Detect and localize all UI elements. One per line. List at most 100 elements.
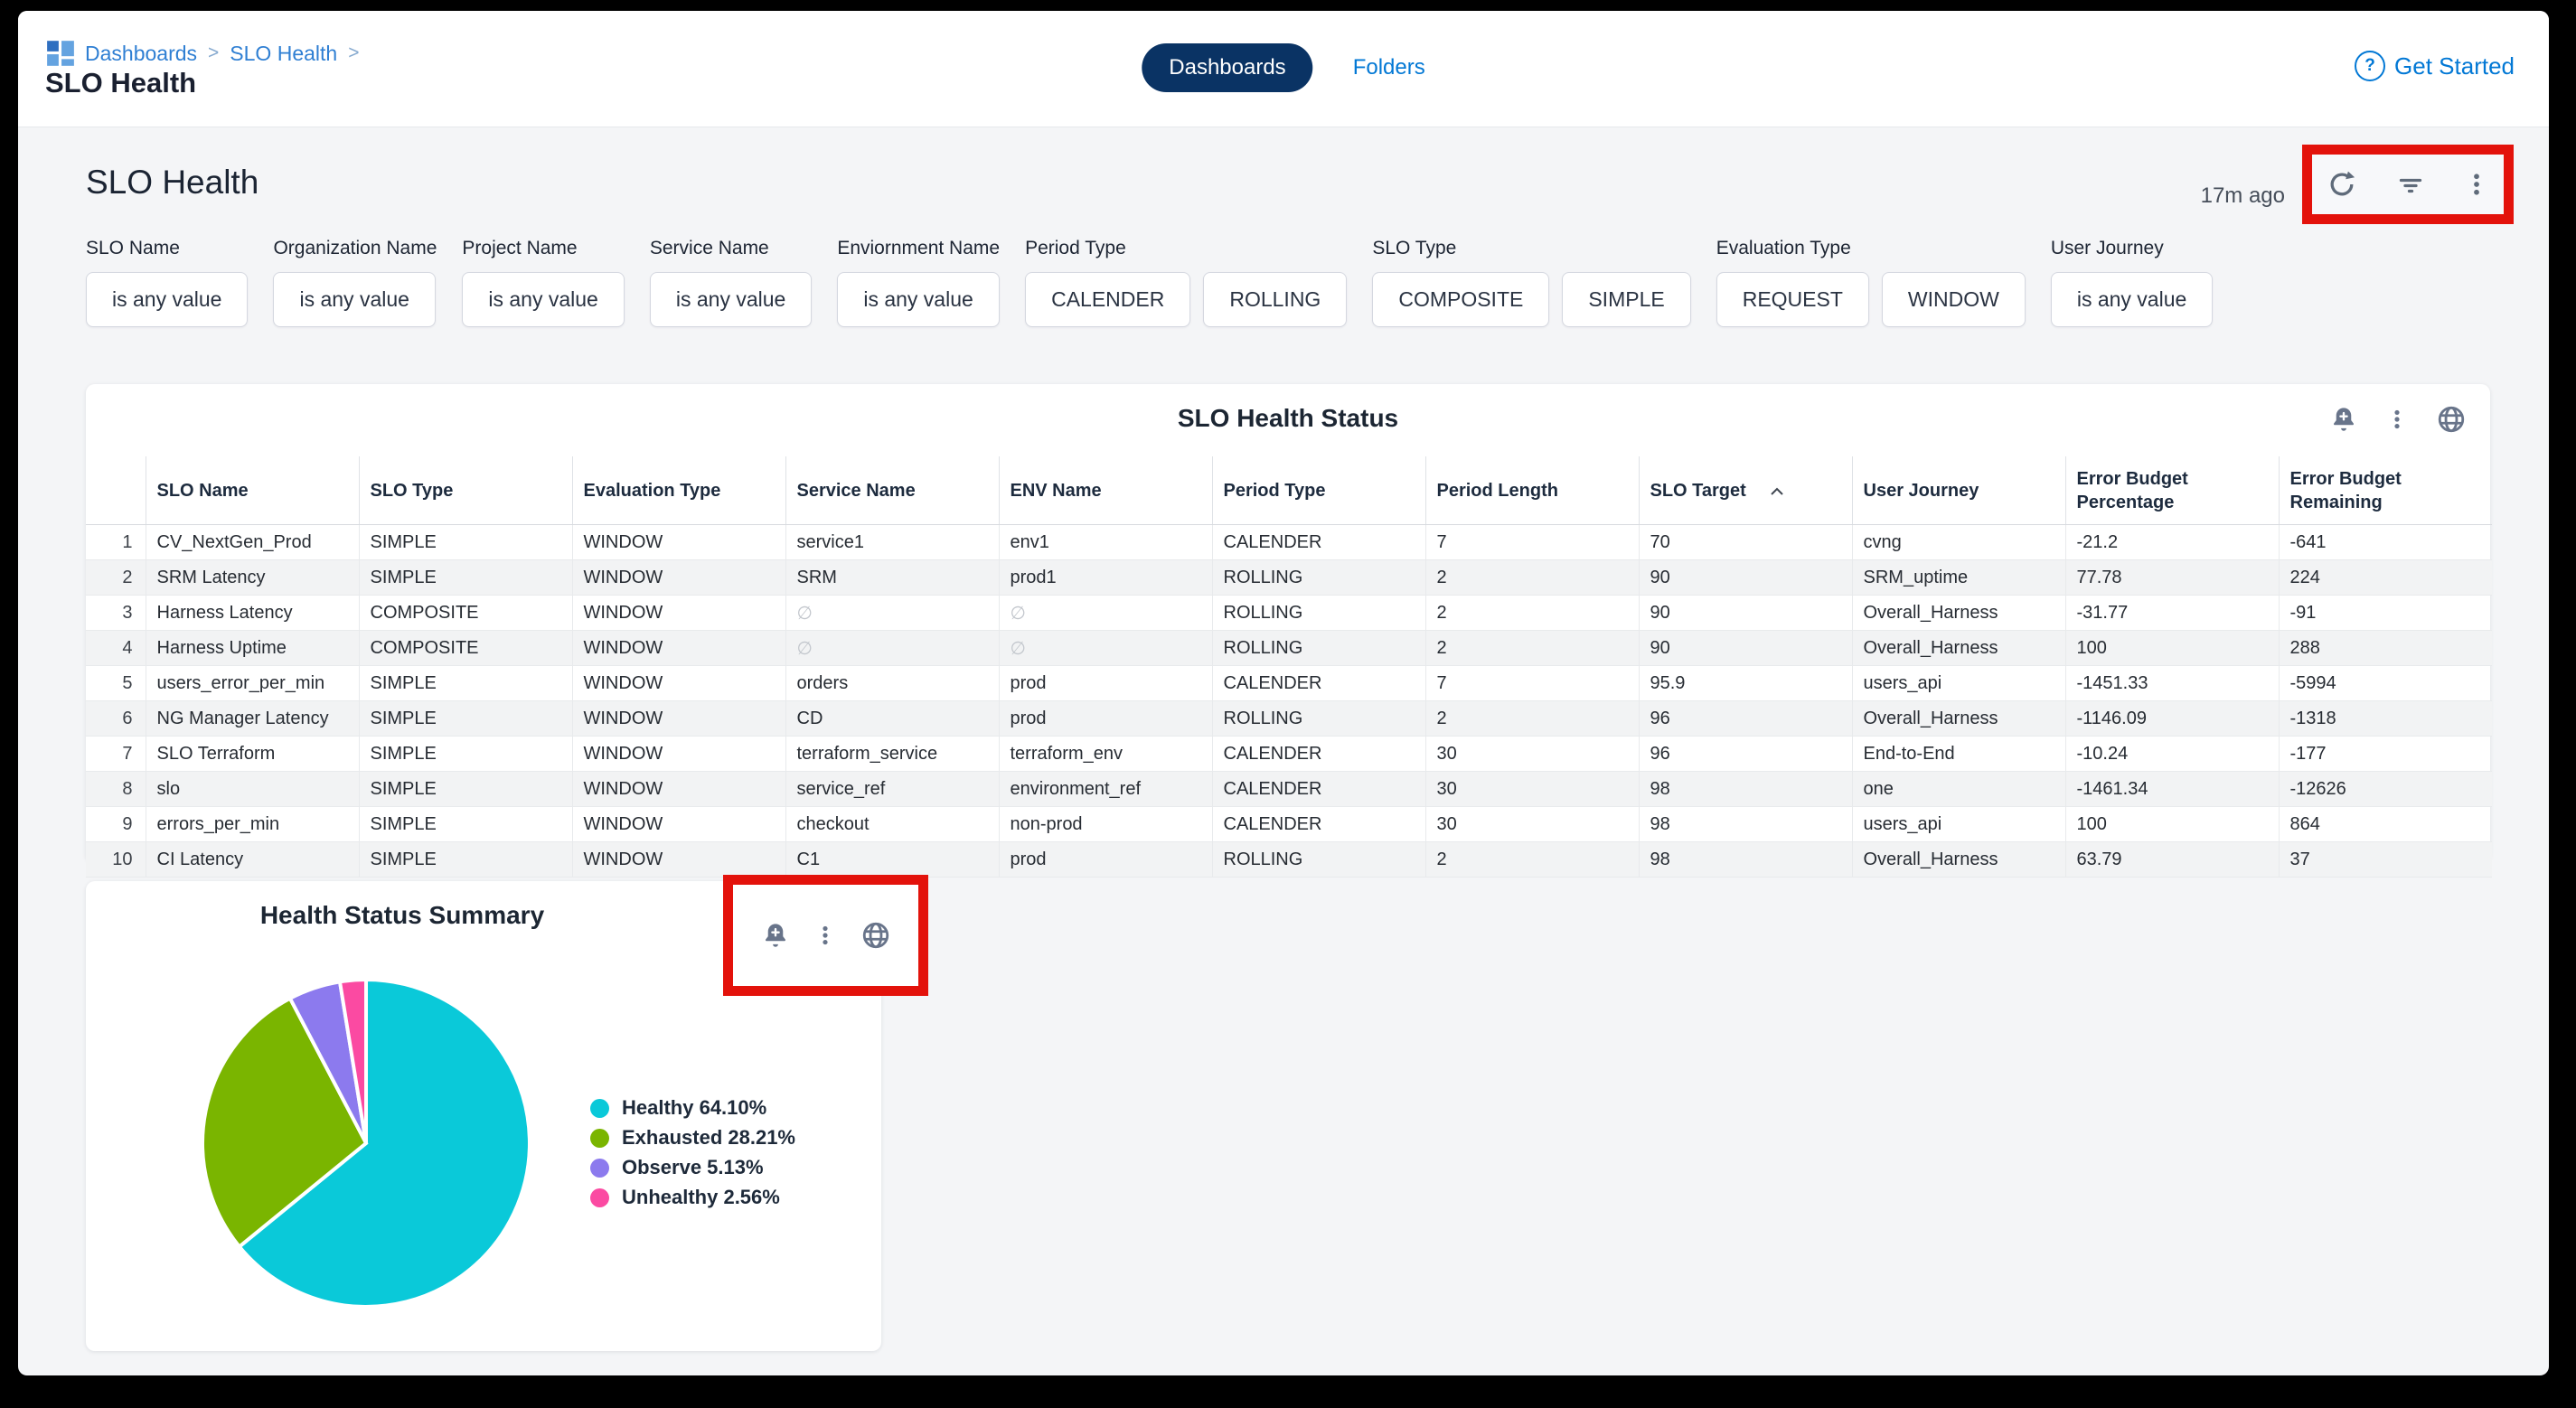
- table-row[interactable]: 4 Harness Uptime COMPOSITE WINDOW ∅ ∅ ROLLING 2…: [86, 630, 2492, 666]
- table-cell: 70: [1638, 524, 1852, 560]
- filter-group-period-type: Period Type CALENDER ROLLING: [1025, 238, 1348, 327]
- filter-button-period-type-calender[interactable]: CALENDER: [1025, 272, 1191, 327]
- column-header-error-budget-remaining[interactable]: Error Budget Remaining: [2278, 456, 2492, 525]
- table-cell: CD: [785, 700, 999, 737]
- table-cell: 30: [1424, 736, 1639, 772]
- table-cell: SIMPLE: [358, 806, 572, 842]
- row-number-cell: 6: [86, 700, 146, 737]
- filter-group-slo-type: SLO Type COMPOSITE SIMPLE: [1372, 238, 1691, 327]
- column-header-error-budget-percentage[interactable]: Error Budget Percentage: [2064, 456, 2279, 525]
- table-cell: -641: [2278, 524, 2492, 560]
- dashboard-title: SLO Health: [86, 164, 259, 201]
- globe-icon[interactable]: [860, 920, 891, 951]
- table-header-row: SLO Name SLO Type Evaluation Type Service N…: [86, 456, 2492, 525]
- refresh-icon[interactable]: [2326, 168, 2358, 201]
- alert-bell-plus-icon[interactable]: [761, 921, 790, 950]
- legend-item-healthy: Healthy 64.10%: [590, 1096, 795, 1120]
- filter-button-slo-type-composite[interactable]: COMPOSITE: [1372, 272, 1550, 327]
- table-cell: 2: [1424, 630, 1639, 666]
- pie-slice-healthy[interactable]: [237, 978, 531, 1309]
- table-cell: WINDOW: [571, 630, 785, 666]
- table-cell: prod1: [998, 559, 1212, 596]
- table-cell: -1451.33: [2064, 665, 2279, 701]
- table-cell: WINDOW: [571, 806, 785, 842]
- filter-group-user-journey: User Journey is any value: [2050, 238, 2214, 327]
- slo-table: SLO Name SLO Type Evaluation Type Service N…: [86, 456, 2492, 878]
- filter-button-evaluation-type-window[interactable]: WINDOW: [1881, 272, 2026, 327]
- app-window: Dashboards > SLO Health > SLO Health Das…: [18, 11, 2549, 1375]
- column-header-evaluation-type[interactable]: Evaluation Type: [571, 456, 785, 525]
- table-cell: Overall_Harness: [1851, 841, 2065, 878]
- get-started-link[interactable]: ? Get Started: [2355, 51, 2515, 81]
- column-header-period-length[interactable]: Period Length: [1424, 456, 1639, 525]
- table-row[interactable]: 3 Harness Latency COMPOSITE WINDOW ∅ ∅ ROLLING…: [86, 595, 2492, 631]
- row-number-cell: 9: [86, 806, 146, 842]
- legend-dot: [590, 1187, 609, 1207]
- table-cell: users_api: [1851, 806, 2065, 842]
- filter-button-period-type-rolling[interactable]: ROLLING: [1203, 272, 1348, 327]
- filter-icon[interactable]: [2394, 168, 2427, 201]
- filter-button-user-journey-is-any-value[interactable]: is any value: [2050, 272, 2214, 327]
- table-cell: 30: [1424, 771, 1639, 807]
- legend-label: Unhealthy 2.56%: [622, 1186, 780, 1208]
- table-row[interactable]: 2 SRM Latency SIMPLE WINDOW SRM prod1 ROLLING 2…: [86, 559, 2492, 596]
- filter-button-slo-name-is-any-value[interactable]: is any value: [86, 272, 249, 327]
- tab-dashboards[interactable]: Dashboards: [1142, 43, 1313, 92]
- table-cell: 90: [1638, 630, 1852, 666]
- pie-chart: [201, 978, 531, 1309]
- column-header-slo-target[interactable]: SLO Target: [1638, 456, 1852, 525]
- table-row[interactable]: 7 SLO Terraform SIMPLE WINDOW terraform_serv…: [86, 736, 2492, 772]
- table-cell: 98: [1638, 841, 1852, 878]
- pie-slice-unhealthy[interactable]: [337, 978, 368, 1144]
- table-row[interactable]: 6 NG Manager Latency SIMPLE WINDOW CD prod ROL…: [86, 700, 2492, 737]
- table-cell: Overall_Harness: [1851, 700, 2065, 737]
- table-row[interactable]: 1 CV_NextGen_Prod SIMPLE WINDOW service1 env1…: [86, 524, 2492, 560]
- table-cell: COMPOSITE: [358, 630, 572, 666]
- alert-bell-plus-icon[interactable]: [2329, 405, 2358, 434]
- row-number-cell: 2: [86, 559, 146, 596]
- table-cell: 2: [1424, 841, 1639, 878]
- table-row[interactable]: 5 users_error_per_min SIMPLE WINDOW orders pr…: [86, 665, 2492, 701]
- filter-button-project-name-is-any-value[interactable]: is any value: [462, 272, 625, 327]
- table-cell: CALENDER: [1211, 524, 1425, 560]
- table-row[interactable]: 10 CI Latency SIMPLE WINDOW C1 prod ROLLING 2 98…: [86, 841, 2492, 878]
- table-cell: -91: [2278, 595, 2492, 631]
- breadcrumb-link-slo-health[interactable]: SLO Health: [230, 41, 338, 65]
- column-header-env-name[interactable]: ENV Name: [998, 456, 1212, 525]
- kebab-menu-icon[interactable]: [2463, 169, 2490, 200]
- globe-icon[interactable]: [2436, 404, 2467, 435]
- filter-button-slo-type-simple[interactable]: SIMPLE: [1562, 272, 1691, 327]
- kebab-menu-icon[interactable]: [813, 922, 837, 949]
- column-header-user-journey[interactable]: User Journey: [1851, 456, 2065, 525]
- filter-group-evaluation-type: Evaluation Type REQUEST WINDOW: [1716, 238, 2026, 327]
- table-cell: 7: [1424, 665, 1639, 701]
- filter-button-enviornment-name-is-any-value[interactable]: is any value: [837, 272, 1000, 327]
- legend-dot: [590, 1158, 609, 1178]
- column-header-service-name[interactable]: Service Name: [785, 456, 999, 525]
- breadcrumb-link-dashboards[interactable]: Dashboards: [85, 41, 198, 65]
- tab-folders[interactable]: Folders: [1352, 55, 1425, 80]
- kebab-menu-icon[interactable]: [2385, 406, 2409, 433]
- legend-label: Healthy 64.10%: [622, 1096, 767, 1119]
- table-cell: service_ref: [785, 771, 999, 807]
- table-cell: 37: [2278, 841, 2492, 878]
- filter-button-evaluation-type-request[interactable]: REQUEST: [1716, 272, 1869, 327]
- table-cell: SIMPLE: [358, 559, 572, 596]
- pie-slice-exhausted[interactable]: [201, 996, 369, 1250]
- filter-label: Organization Name: [273, 238, 437, 258]
- column-header-period-type[interactable]: Period Type: [1211, 456, 1425, 525]
- table-cell: End-to-End: [1851, 736, 2065, 772]
- table-row[interactable]: 9 errors_per_min SIMPLE WINDOW checkout non-p…: [86, 806, 2492, 842]
- filter-button-service-name-is-any-value[interactable]: is any value: [649, 272, 813, 327]
- breadcrumb: Dashboards > SLO Health >: [45, 38, 361, 69]
- table-cell: WINDOW: [571, 736, 785, 772]
- column-header-slo-type[interactable]: SLO Type: [358, 456, 572, 525]
- table-cell: 2: [1424, 595, 1639, 631]
- table-cell: 224: [2278, 559, 2492, 596]
- filter-button-organization-name-is-any-value[interactable]: is any value: [273, 272, 436, 327]
- table-cell: -12626: [2278, 771, 2492, 807]
- column-header-slo-name[interactable]: SLO Name: [145, 456, 359, 525]
- table-row[interactable]: 8 slo SIMPLE WINDOW service_ref environment_r…: [86, 771, 2492, 807]
- table-cell: SLO Terraform: [145, 736, 359, 772]
- table-cell: service1: [785, 524, 999, 560]
